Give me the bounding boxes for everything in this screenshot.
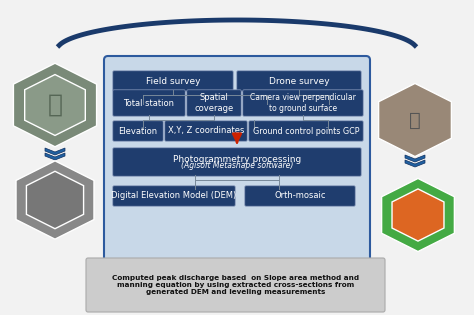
Polygon shape [45, 153, 65, 160]
Text: (Agisoft Metashape software): (Agisoft Metashape software) [181, 162, 293, 170]
Polygon shape [405, 160, 425, 167]
FancyBboxPatch shape [249, 121, 363, 141]
FancyBboxPatch shape [187, 90, 241, 116]
Polygon shape [45, 148, 65, 155]
Text: ⛰: ⛰ [47, 93, 63, 117]
Text: Elevation: Elevation [118, 127, 157, 135]
Text: Spatial
coverage: Spatial coverage [194, 93, 234, 113]
FancyBboxPatch shape [86, 258, 385, 312]
Polygon shape [405, 155, 425, 162]
Polygon shape [392, 189, 444, 241]
Text: Camera view perpendicular
to ground surface: Camera view perpendicular to ground surf… [250, 93, 356, 113]
Text: Ground control points GCP: Ground control points GCP [253, 127, 359, 135]
Polygon shape [379, 83, 451, 157]
FancyBboxPatch shape [113, 186, 235, 206]
FancyBboxPatch shape [104, 56, 370, 274]
FancyBboxPatch shape [113, 71, 233, 91]
Text: Orth-mosaic: Orth-mosaic [274, 192, 326, 201]
Text: Computed peak discharge based  on Slope area method and
manning equation by usin: Computed peak discharge based on Slope a… [112, 275, 359, 295]
Polygon shape [16, 161, 94, 239]
FancyBboxPatch shape [165, 121, 247, 141]
Text: Total station: Total station [124, 99, 174, 107]
FancyBboxPatch shape [113, 121, 163, 141]
Polygon shape [27, 171, 83, 229]
Text: Digital Elevation Model (DEM): Digital Elevation Model (DEM) [111, 192, 237, 201]
Text: 🚁: 🚁 [409, 111, 421, 129]
Text: Photogrammetry processing: Photogrammetry processing [173, 154, 301, 163]
FancyBboxPatch shape [245, 186, 355, 206]
FancyBboxPatch shape [113, 90, 185, 116]
Text: Field survey: Field survey [146, 77, 200, 85]
Polygon shape [382, 179, 455, 252]
FancyBboxPatch shape [237, 71, 361, 91]
Text: X,Y, Z coordinates: X,Y, Z coordinates [168, 127, 244, 135]
Polygon shape [25, 75, 85, 135]
FancyBboxPatch shape [113, 148, 361, 176]
FancyBboxPatch shape [243, 90, 363, 116]
Polygon shape [13, 63, 97, 147]
Text: Drone survey: Drone survey [269, 77, 329, 85]
